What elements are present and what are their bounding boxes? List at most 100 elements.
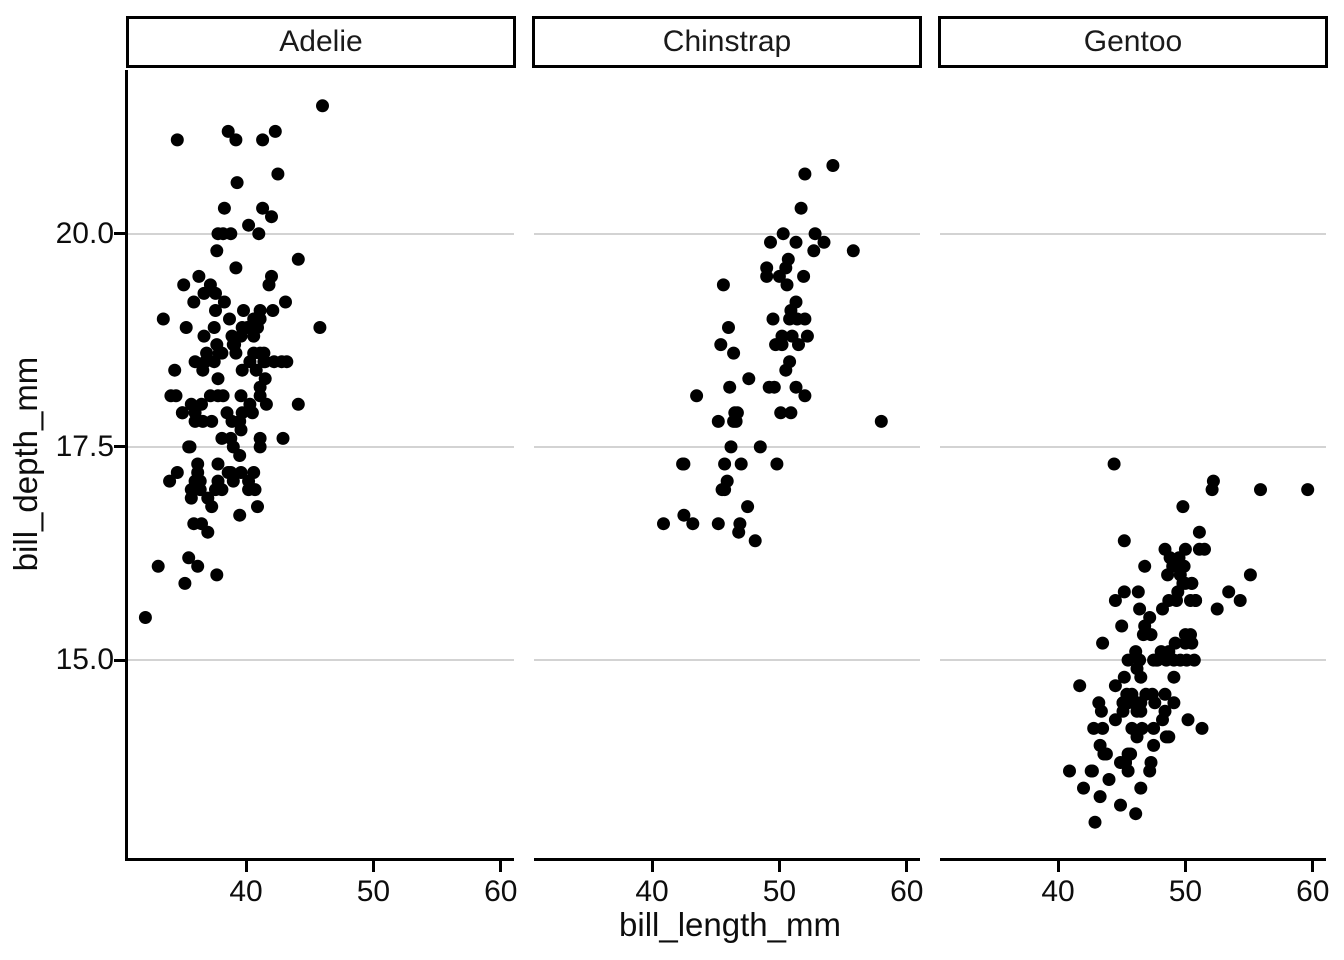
x-axis-line (940, 858, 1326, 861)
data-point (677, 457, 691, 471)
data-point (1167, 670, 1181, 684)
data-point (248, 483, 262, 497)
y-tick-label: 17.5 (55, 429, 114, 463)
gridline-y (534, 659, 920, 662)
data-point (196, 363, 210, 377)
data-point (276, 431, 290, 445)
data-point (1133, 653, 1147, 667)
data-point (188, 355, 202, 369)
data-point (1088, 815, 1102, 829)
data-point (256, 201, 270, 215)
data-point (807, 244, 821, 258)
x-tick-mark (499, 858, 503, 872)
data-point (714, 338, 728, 352)
data-point (808, 227, 822, 241)
data-point (1133, 602, 1147, 616)
data-point (184, 397, 198, 411)
data-point (170, 466, 184, 479)
data-point (229, 133, 243, 147)
y-axis-line (125, 70, 128, 861)
data-point (1117, 534, 1131, 548)
data-point (716, 278, 730, 292)
data-point (1143, 764, 1157, 778)
data-point (1138, 559, 1152, 573)
gridline-y (128, 659, 514, 662)
y-axis-title: bill_depth_mm (7, 356, 44, 572)
data-point (753, 440, 767, 454)
data-point (724, 440, 738, 454)
data-point (217, 295, 231, 309)
facet-strip-label: Adelie (279, 25, 363, 58)
data-point (722, 321, 735, 334)
data-point (1176, 500, 1190, 514)
data-point (1108, 713, 1122, 727)
data-point (179, 321, 193, 334)
data-point (1129, 807, 1143, 821)
data-point (205, 500, 219, 514)
data-point (797, 269, 811, 283)
data-point (1147, 721, 1161, 735)
data-point (817, 235, 831, 249)
data-point (1210, 602, 1224, 616)
x-tick-label: 40 (1041, 875, 1075, 908)
data-point (1108, 679, 1122, 693)
data-point (258, 372, 272, 386)
data-point (233, 508, 247, 522)
data-point (237, 304, 250, 317)
y-tick-mark (114, 445, 128, 449)
data-point (1233, 594, 1247, 607)
data-point (781, 252, 795, 266)
data-point (783, 312, 797, 326)
data-point (313, 321, 327, 334)
data-point (156, 312, 170, 326)
scatter-points-layer (1063, 457, 1315, 829)
x-tick-label: 40 (635, 875, 669, 908)
data-point (247, 466, 261, 479)
data-point (732, 525, 746, 539)
data-point (1158, 704, 1172, 718)
data-point (1134, 670, 1148, 684)
data-point (235, 406, 249, 420)
data-point (182, 551, 196, 565)
data-point (1206, 474, 1220, 488)
data-point (723, 380, 737, 394)
panel-adelie (128, 70, 514, 858)
data-point (1181, 713, 1195, 727)
data-point (677, 508, 691, 522)
data-point (1117, 670, 1131, 684)
data-point (1102, 773, 1116, 786)
data-point (1131, 585, 1145, 599)
data-point (1117, 585, 1131, 599)
data-point (235, 363, 249, 377)
data-point (1185, 636, 1199, 650)
data-point (220, 406, 234, 420)
data-point (657, 517, 670, 531)
data-point (686, 517, 700, 531)
data-point (794, 201, 808, 215)
data-point (242, 218, 256, 232)
data-point (211, 389, 225, 403)
data-point (253, 440, 267, 454)
panel-chinstrap (534, 70, 920, 858)
data-point (1121, 696, 1135, 710)
data-point (1073, 679, 1087, 693)
data-point (209, 304, 222, 317)
data-point (792, 338, 805, 352)
data-point (774, 406, 788, 420)
data-point (1192, 525, 1206, 539)
data-point (770, 457, 784, 471)
data-point (207, 355, 221, 369)
y-tick-label: 15.0 (55, 643, 114, 677)
data-point (217, 201, 231, 215)
x-tick-mark (1056, 858, 1060, 872)
data-point (291, 252, 305, 266)
data-point (253, 389, 267, 403)
data-point (234, 466, 248, 479)
data-point (279, 295, 292, 309)
x-axis-title: bill_length_mm (619, 906, 841, 943)
data-point (188, 474, 202, 488)
scatter-points-layer (657, 159, 888, 548)
data-point (718, 483, 732, 497)
data-point (1063, 764, 1076, 778)
y-tick-mark (114, 658, 128, 662)
